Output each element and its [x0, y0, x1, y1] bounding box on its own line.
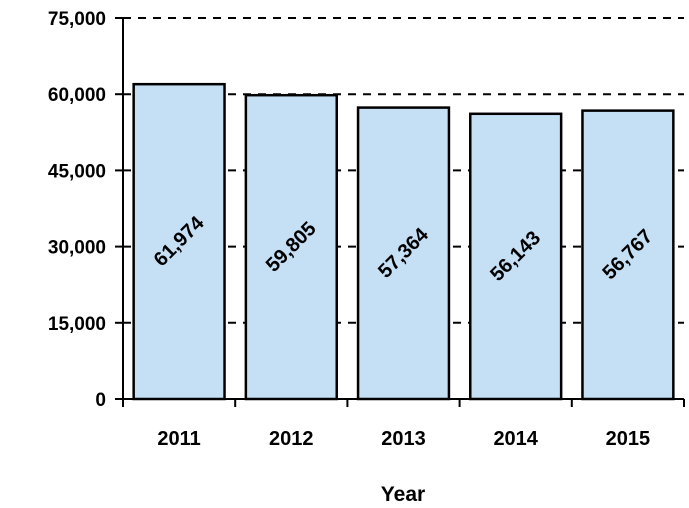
bars: [132, 82, 675, 401]
x-tick-label: 2012: [269, 428, 314, 450]
y-tick-label: 30,000: [48, 238, 106, 259]
bar: [356, 106, 451, 401]
y-tick-label: 45,000: [48, 161, 106, 182]
y-tick-label: 0: [95, 390, 106, 411]
x-tick-label: 2014: [493, 428, 538, 450]
x-tick-label: 2011: [157, 428, 200, 450]
bar: [581, 109, 675, 401]
x-tick-label: 2015: [606, 428, 651, 450]
bar: [244, 93, 338, 401]
bar: [469, 112, 563, 401]
y-tick-label: 60,000: [48, 85, 106, 106]
y-tick-label: 15,000: [48, 314, 106, 335]
y-tick-label: 75,000: [48, 9, 106, 30]
axes: [115, 17, 685, 407]
x-axis-title: Year: [381, 483, 425, 506]
bar: [132, 82, 226, 401]
x-tick-label: 2013: [381, 428, 426, 450]
